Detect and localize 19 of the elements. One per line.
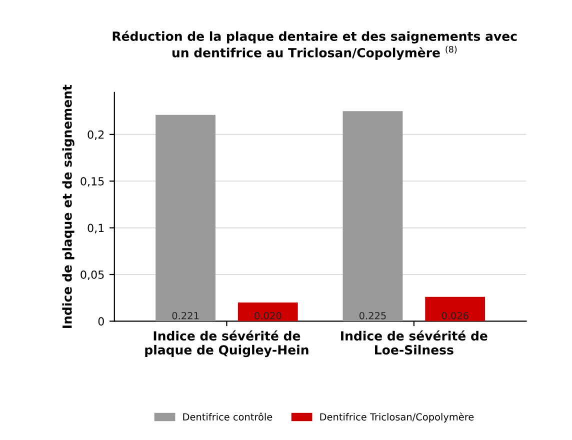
legend-label: Dentifrice Triclosan/Copolymère <box>320 412 474 422</box>
y-tick-label: 0,1 <box>88 224 104 234</box>
data-label: 0.221 <box>172 312 199 320</box>
chart-title: Réduction de la plaque dentaire et des saignements avec un dentifrice au Triclosan/Copolymère $^{(8)}$ <box>112 30 517 60</box>
bar <box>342 111 403 322</box>
bar <box>425 296 486 322</box>
bar <box>238 302 298 322</box>
y-tick-label: 0,15 <box>80 177 104 187</box>
bar <box>156 114 216 322</box>
y-tick-label: 0,05 <box>80 270 104 280</box>
data-label: 0.026 <box>442 312 468 320</box>
data-label: 0.020 <box>254 312 282 320</box>
legend-label: Dentifrice contrôle <box>183 412 272 421</box>
x-tick-label: Indice de sévérité de Loe-Silness <box>341 330 488 355</box>
y-axis-title: Indice de plaque et de saignement <box>62 84 74 328</box>
x-tick-label: Indice de sévérité de plaque de Quigley-Hein <box>145 330 308 358</box>
y-tick-label: 0,2 <box>88 130 104 140</box>
data-label: 0.225 <box>359 312 386 320</box>
y-tick-label: 0 <box>98 317 104 326</box>
